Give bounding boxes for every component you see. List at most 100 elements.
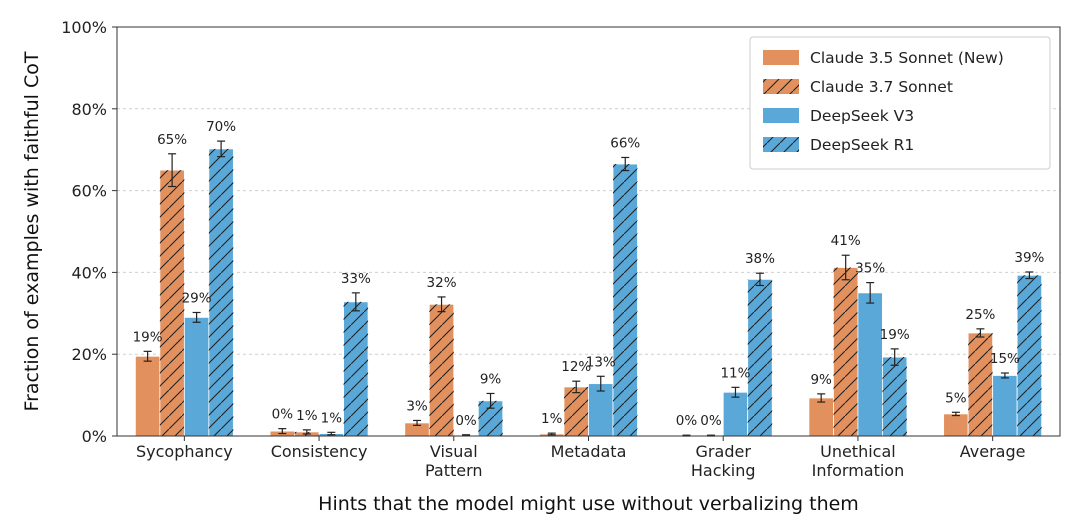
legend-swatch [763,108,799,123]
error-bar [547,432,556,436]
error-bar [890,348,899,366]
legend-item: DeepSeek R1 [763,136,914,154]
error-bar [168,153,177,188]
data-label: 5% [945,390,967,406]
bar-hatch [1017,275,1042,436]
bar [857,292,883,437]
data-label: 1% [541,411,563,427]
y-tick-label: 80% [71,100,107,119]
data-labels-layer: 19%65%29%70%0% 1% 1%33%3%32%0%9%1%12%13%66… [133,119,1045,429]
error-bar [462,434,471,437]
legend-swatch [763,50,799,65]
error-bar [437,296,446,313]
error-bar [731,386,740,398]
legend: Claude 3.5 Sonnet (New) Claude 3.7 Sonnet… [749,36,1051,170]
error-bar [596,375,605,392]
data-label: 3% [406,398,428,414]
error-bar [192,311,201,323]
data-label: 0% [676,413,698,429]
y-tick-label: 60% [71,182,107,201]
bar-hatch [613,164,638,436]
data-label: 35% [855,261,885,277]
bar [722,391,749,437]
data-label: 9% [480,371,502,387]
y-tick-label: 0% [82,427,107,446]
y-tick-label: 100% [61,18,107,37]
legend-label: Claude 3.5 Sonnet (New) [810,49,1004,67]
error-bar [755,272,764,287]
error-bar [1025,271,1034,280]
x-axis-label: Hints that the model might use without v… [318,493,859,515]
error-bar [841,254,850,281]
x-tick-label: Consistency [271,442,368,461]
x-tick-label: Unethical Information [812,442,905,480]
data-label: 11% [720,365,750,381]
data-label: 19% [880,327,910,343]
legend-label: DeepSeek R1 [810,136,914,154]
bar-hatch [882,357,907,436]
bar [588,383,614,437]
data-label: 32% [427,275,457,291]
x-tick-label: Grader Hacking [691,442,756,480]
data-label: 70% [206,119,236,135]
error-bar [327,431,336,436]
y-axis-label: Fraction of examples with faithful CoT [21,51,43,411]
data-label: 1% [321,410,343,426]
data-label: 13% [586,354,616,370]
error-bar [143,350,152,362]
bar-hatch [343,301,369,436]
bar-hatch [159,170,185,436]
error-bar [1000,372,1009,379]
error-bar [217,140,226,158]
y-tick-label: 20% [71,345,107,364]
error-bar [413,419,422,426]
data-label: 0% [272,407,294,423]
data-label: 1% [296,408,318,424]
error-bar [621,156,630,172]
bar [134,355,161,437]
data-label: 9% [810,372,832,388]
error-bar [817,393,826,403]
data-label: 15% [990,351,1020,367]
x-tick-label: Sycophancy [136,442,233,461]
bar-hatch [208,148,234,436]
bar [808,397,834,437]
data-label: 0% [455,413,477,429]
legend-item: DeepSeek V3 [763,107,914,125]
bar-hatch [564,386,589,436]
x-tick-label: Average [960,442,1026,461]
bar-hatch [429,304,454,436]
legend-label: DeepSeek V3 [810,107,914,125]
legend-swatch-hatch [763,137,799,152]
error-bars-layer [143,140,1034,437]
legend-label: Claude 3.7 Sonnet [810,78,953,96]
error-bar [486,392,495,409]
x-tick-label: Visual Pattern [425,442,483,480]
y-tick-label: 40% [71,263,107,282]
legend-swatch-hatch [763,79,799,94]
y-axis-ticks: 0% 20% 40% 60% 80% 100% [61,18,117,446]
error-bar [866,282,875,304]
bar [943,413,969,437]
bar [992,375,1018,437]
data-label: 65% [157,132,187,148]
error-bar [351,292,360,312]
legend-item: Claude 3.5 Sonnet (New) [763,49,1004,67]
error-bar [572,380,581,394]
data-label: 39% [1014,250,1044,266]
bar-hatch [968,332,993,436]
bar-hatch [747,279,773,436]
data-label: 29% [182,290,212,306]
bar [183,316,210,437]
error-bar [976,328,985,338]
data-label: 12% [561,359,591,375]
data-label: 0% [700,413,722,429]
data-label: 66% [610,135,640,151]
x-axis-ticks: Sycophancy Consistency Visual Pattern Metada… [136,436,1025,480]
data-label: 19% [133,329,163,345]
bars-layer [134,148,1043,437]
bar-hatch [833,267,858,436]
legend-item: Claude 3.7 Sonnet [763,78,953,96]
grid-layer [117,108,1060,355]
